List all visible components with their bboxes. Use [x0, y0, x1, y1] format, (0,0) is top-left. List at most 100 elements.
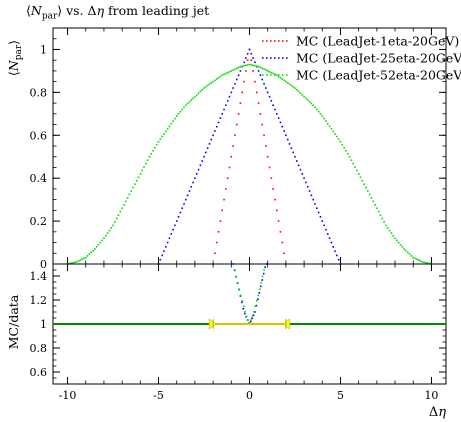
data-point [416, 258, 418, 261]
ratio-point [242, 308, 245, 310]
ratio-ytick-label: 1 [40, 318, 47, 331]
data-point [92, 249, 94, 252]
data-point [376, 207, 378, 210]
data-point [261, 123, 264, 126]
data-point [165, 130, 167, 133]
data-point [308, 101, 311, 103]
data-point [350, 159, 353, 161]
data-point [299, 168, 302, 171]
data-point [257, 65, 260, 68]
ratio-point [252, 314, 255, 316]
data-point [365, 186, 367, 189]
data-point [230, 70, 233, 72]
data-point [330, 128, 333, 130]
data-point [175, 115, 178, 117]
data-point [305, 181, 307, 184]
data-point [150, 152, 153, 155]
ratio-point [251, 315, 254, 318]
ratio-point [235, 275, 238, 278]
data-point [210, 138, 213, 141]
data-point [197, 92, 200, 95]
data-point [323, 117, 325, 120]
data-point [94, 248, 96, 250]
data-point [199, 90, 202, 93]
data-point [410, 255, 413, 257]
data-point [155, 143, 158, 146]
data-point [321, 115, 324, 117]
data-point [124, 200, 127, 203]
data-point [368, 193, 371, 196]
data-point [179, 110, 182, 113]
data-point [414, 257, 416, 260]
data-point [279, 121, 282, 124]
data-point [232, 145, 234, 147]
data-point [290, 84, 293, 87]
data-point [259, 74, 262, 76]
data-point [245, 57, 247, 59]
data-point [223, 108, 225, 111]
main-ylabel: ⟨Npar⟩ [6, 40, 24, 76]
data-point [288, 143, 291, 145]
data-point [406, 251, 409, 254]
data-point [195, 173, 198, 175]
data-point [234, 68, 236, 70]
data-point [292, 151, 294, 154]
data-point [334, 133, 336, 135]
data-point [255, 91, 258, 94]
data-point [259, 113, 262, 115]
ratio-point [238, 288, 241, 290]
data-point [383, 221, 385, 223]
data-point [190, 185, 193, 188]
data-point [374, 203, 376, 206]
ratio-panel: 0.6 0.8 1 1.2 1.4 -10 -5 0 5 10 MC/data Δη [6, 263, 447, 420]
data-point [185, 104, 187, 107]
data-point [296, 88, 298, 91]
data-point [86, 255, 89, 257]
data-point [128, 193, 131, 196]
ratio-point [251, 317, 253, 320]
data-point [272, 188, 274, 190]
data-point [119, 210, 122, 213]
data-point [223, 73, 225, 76]
data-point [266, 155, 269, 158]
data-point [243, 64, 245, 67]
data-point [237, 113, 240, 115]
data-point [228, 95, 231, 98]
data-point [154, 146, 156, 149]
ratio-point [261, 275, 264, 278]
data-point [257, 70, 260, 72]
data-point [281, 241, 284, 244]
data-point [316, 108, 318, 111]
data-point [188, 101, 191, 103]
data-point [405, 249, 407, 252]
ratio-ytick-label: 0.6 [30, 366, 48, 379]
data-point [206, 147, 209, 149]
data-point [308, 190, 311, 192]
data-point [104, 234, 107, 237]
data-point [274, 108, 276, 111]
data-point [290, 147, 293, 149]
data-point [215, 241, 218, 244]
data-point [337, 138, 340, 140]
data-point [159, 258, 162, 261]
data-point [254, 80, 256, 83]
data-point [305, 97, 307, 100]
data-point [286, 138, 289, 141]
data-point [250, 59, 253, 61]
data-point [241, 91, 244, 94]
data-point [312, 104, 314, 107]
data-point [210, 82, 213, 84]
data-point [299, 92, 302, 95]
data-point [139, 173, 142, 175]
data-point [386, 227, 389, 229]
data-point [346, 152, 349, 155]
data-point [343, 146, 345, 149]
data-point [72, 261, 74, 264]
data-point [135, 179, 138, 182]
data-point [425, 261, 427, 264]
data-point [190, 99, 193, 101]
main-panel: 00.20.40.60.81 MC (LeadJet-1eta-20GeV)MC… [6, 27, 461, 271]
data-point [97, 243, 100, 246]
ratio-point [264, 266, 266, 268]
data-point [337, 258, 340, 261]
